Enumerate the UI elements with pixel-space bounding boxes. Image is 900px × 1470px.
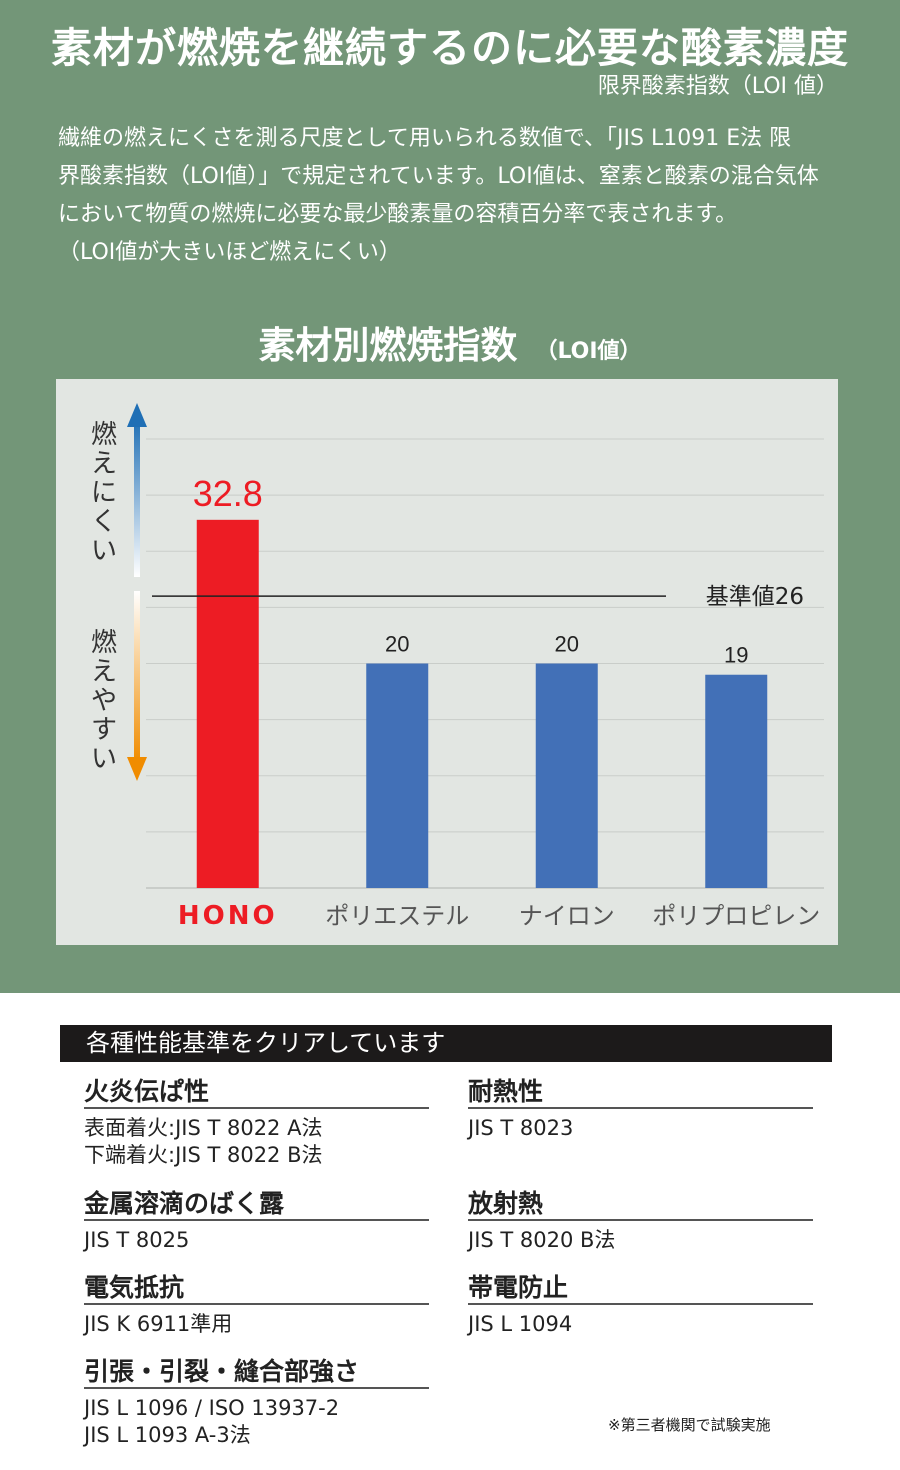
criteria-header: 各種性能基準をクリアしています — [60, 1025, 832, 1062]
reference-line-label: 基準値26 — [706, 584, 804, 610]
x-tick-label: ポリエステル — [325, 902, 469, 930]
criteria-title: 電気抵抗 — [84, 1268, 429, 1305]
data-label: 32.8 — [193, 473, 263, 514]
down-arrow-icon — [127, 757, 147, 781]
down-arrow-shaft — [134, 591, 140, 761]
criteria-title: 耐熱性 — [468, 1072, 813, 1109]
criteria-item-flame-spread: 火炎伝ぱ性 表面着火:JIS T 8022 A法 下端着火:JIS T 8022… — [84, 1072, 429, 1169]
description-line: （LOI値が大きいほど燃えにくい） — [58, 240, 401, 265]
axis-label-easy-to-burn: 燃えやすい — [91, 628, 117, 774]
description: 繊維の燃えにくさを測る尺度として用いられる数値で、「JIS L1091 E法 限… — [58, 120, 848, 272]
chart-title-main: 素材別燃焼指数 — [258, 324, 518, 367]
chart-area: 32.8 HONO 20 ポリエステル 20 ナイロン 19 ポリプロピレン 基準値26 燃えにく… — [56, 379, 838, 945]
bar — [535, 663, 598, 888]
axis-label-hard-to-burn: 燃えにくい — [91, 420, 117, 566]
description-line: 界酸素指数（LOI値）」で規定されています。LOI値は、窒素と酸素の混合気体 — [58, 164, 819, 189]
criteria-title: 引張・引裂・縫合部強さ — [84, 1352, 429, 1389]
data-label: 19 — [724, 643, 748, 668]
up-arrow-icon — [127, 403, 147, 427]
bar — [366, 663, 429, 888]
footnote: ※第三者機関で試験実施 — [608, 1416, 771, 1434]
page-title: 素材が燃焼を継続するのに必要な酸素濃度 — [51, 24, 849, 72]
criteria-item-molten-metal: 金属溶滴のばく露 JIS T 8025 — [84, 1184, 429, 1254]
criteria-item-electrical-resistance: 電気抵抗 JIS K 6911準用 — [84, 1268, 429, 1338]
top-panel: 素材が燃焼を継続するのに必要な酸素濃度 限界酸素指数（LOI 値） 繊維の燃えに… — [0, 0, 900, 993]
chart-title-unit: （LOI値） — [535, 339, 642, 364]
criteria-item-heat-resistance: 耐熱性 JIS T 8023 — [468, 1072, 813, 1142]
criteria-title: 放射熱 — [468, 1184, 813, 1221]
page-subtitle: 限界酸素指数（LOI 値） — [597, 74, 838, 99]
criteria-standard: 下端着火:JIS T 8022 B法 — [84, 1143, 323, 1167]
criteria-title: 火炎伝ぱ性 — [84, 1072, 429, 1109]
criteria-standard: 表面着火:JIS T 8022 A法 — [84, 1116, 323, 1140]
chart-title: 素材別燃焼指数 （LOI値） — [0, 315, 900, 369]
criteria-standard: JIS K 6911準用 — [84, 1312, 233, 1336]
data-label: 20 — [555, 632, 579, 657]
criteria-title: 金属溶滴のばく露 — [84, 1184, 429, 1221]
x-tick-label: ナイロン — [519, 902, 615, 930]
criteria-item-strength: 引張・引裂・縫合部強さ JIS L 1096 / ISO 13937-2 JIS… — [84, 1352, 429, 1449]
x-tick-label: HONO — [178, 901, 278, 931]
criteria-standard: JIS L 1096 / ISO 13937-2 — [84, 1396, 340, 1420]
description-line: において物質の燃焼に必要な最少酸素量の容積百分率で表されます。 — [58, 202, 738, 227]
criteria-item-antistatic: 帯電防止 JIS L 1094 — [468, 1268, 813, 1338]
up-arrow-shaft — [134, 419, 140, 577]
bar — [705, 674, 768, 888]
criteria-standard: JIS L 1094 — [468, 1312, 573, 1336]
description-line: 繊維の燃えにくさを測る尺度として用いられる数値で、「JIS L1091 E法 限 — [58, 126, 792, 151]
data-label: 20 — [385, 632, 409, 657]
x-tick-label: ポリプロピレン — [652, 902, 820, 930]
bar-chart: 32.8 HONO 20 ポリエステル 20 ナイロン 19 ポリプロピレン 基準値26 燃えにく… — [91, 403, 824, 931]
criteria-item-radiant-heat: 放射熱 JIS T 8020 B法 — [468, 1184, 813, 1254]
criteria-standard: JIS T 8023 — [468, 1116, 574, 1140]
criteria-standard: JIS T 8025 — [84, 1228, 190, 1252]
criteria-standard: JIS L 1093 A-3法 — [84, 1423, 251, 1447]
criteria-title: 帯電防止 — [468, 1268, 813, 1305]
bar — [196, 519, 259, 888]
criteria-standard: JIS T 8020 B法 — [468, 1228, 616, 1252]
